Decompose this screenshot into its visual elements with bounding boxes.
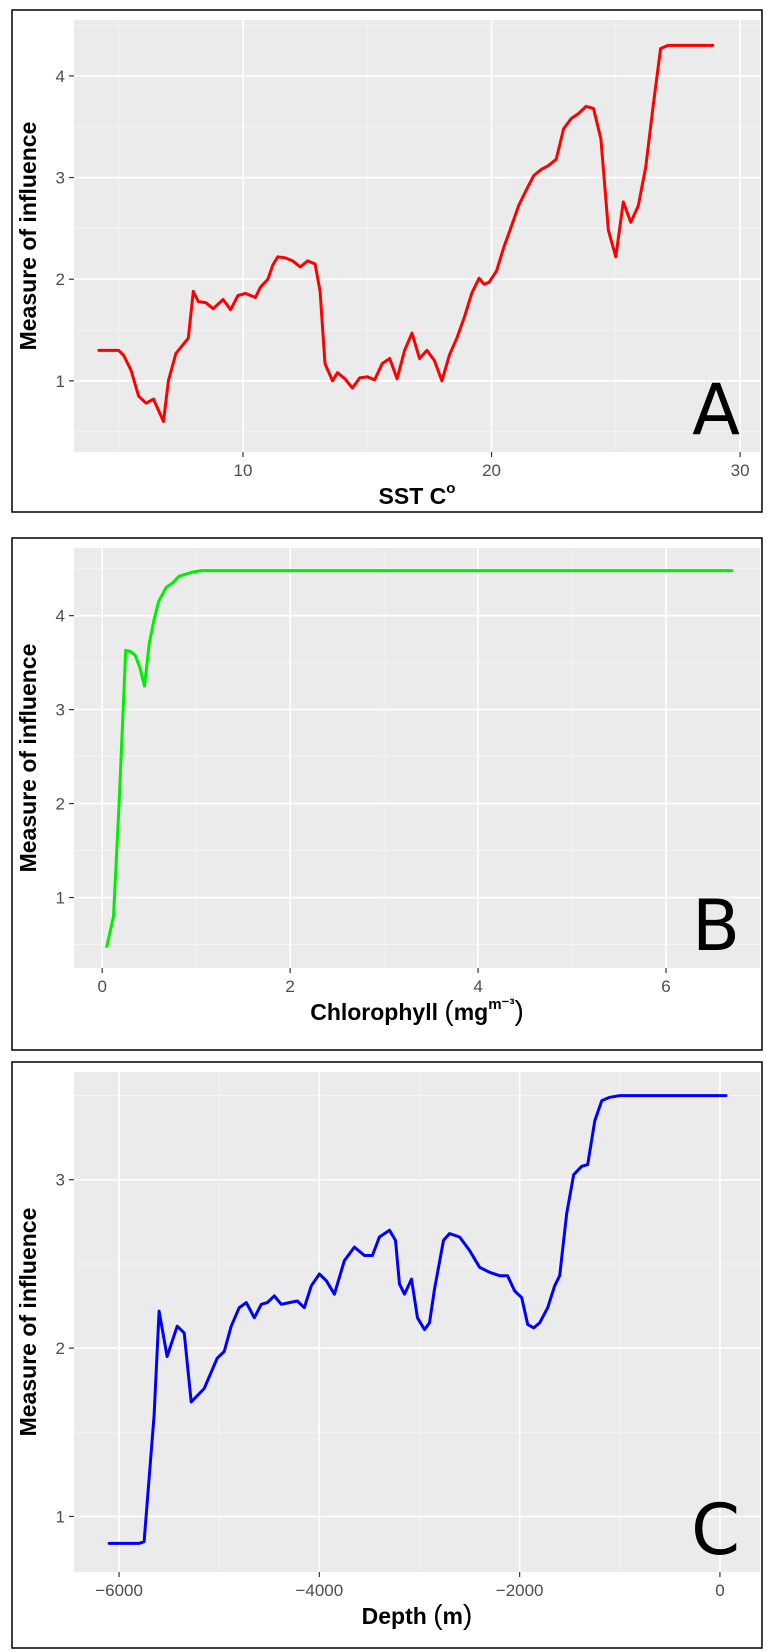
y-tick-label: 2	[56, 795, 65, 814]
x-tick-label: −6000	[95, 1581, 143, 1600]
x-axis-title-text: SST C	[379, 483, 447, 509]
y-tick-label: 2	[56, 1339, 65, 1358]
data-line	[97, 43, 715, 423]
x-tick-label: 0	[715, 1581, 724, 1600]
panel-letter: A	[692, 369, 740, 451]
x-axis-title: Depth (m)	[362, 1599, 473, 1630]
y-tick-label: 4	[56, 607, 65, 626]
y-tick-label: 3	[56, 701, 65, 720]
paren-close: )	[514, 995, 523, 1026]
x-axis-title-text: Chlorophyll	[310, 999, 444, 1025]
y-tick-label: 3	[56, 169, 65, 188]
x-tick-label: 0	[97, 977, 106, 996]
x-tick-label: 20	[482, 461, 501, 480]
x-tick-label: 4	[473, 977, 482, 996]
x-axis-title-unit: m	[443, 1603, 463, 1629]
chart-panel-a: 1 2 3 4 10 20 30 Measure of influence SST Co A	[11, 9, 763, 513]
y-tick-label: 1	[56, 1507, 65, 1526]
data-line	[105, 569, 734, 948]
y-axis-title: Measure of influence	[15, 122, 41, 351]
y-axis-title: Measure of influence	[15, 1208, 41, 1437]
plot-background	[74, 548, 760, 968]
x-tick-label: 30	[731, 461, 750, 480]
y-tick-label: 1	[56, 889, 65, 908]
x-axis-title-sup: m⁻³	[488, 996, 514, 1013]
chart-panel-c: 1 2 3 −6000 −4000 −2000 0 Measure of influence D…	[11, 1061, 763, 1649]
panel-letter: B	[692, 885, 740, 967]
x-tick-label: −2000	[496, 1581, 544, 1600]
y-tick-label: 1	[56, 372, 65, 391]
x-axis-title-unit: mg	[454, 999, 489, 1025]
paren-open: (	[444, 995, 454, 1026]
chart-panel-b: 1 2 3 4 0 2 4 6 Measure of influence Chlorophyll …	[11, 537, 763, 1051]
panel-letter: C	[691, 1489, 740, 1571]
x-tick-label: 6	[661, 977, 670, 996]
y-tick-label: 2	[56, 270, 65, 289]
x-tick-label: 10	[234, 461, 253, 480]
paren-open: (	[433, 1599, 443, 1630]
y-axis-title: Measure of influence	[15, 644, 41, 873]
y-tick-label: 3	[56, 1171, 65, 1190]
x-axis-title: SST Co	[379, 480, 456, 509]
plot-background	[74, 1072, 760, 1572]
plot-background	[74, 20, 760, 452]
data-line	[107, 1094, 728, 1545]
x-tick-label: −4000	[295, 1581, 343, 1600]
y-tick-label: 4	[56, 67, 65, 86]
x-tick-label: 2	[285, 977, 294, 996]
x-axis-title-sup: o	[446, 480, 455, 497]
x-axis-title: Chlorophyll (mgm⁻³)	[310, 995, 524, 1026]
x-axis-title-text: Depth	[362, 1603, 434, 1629]
paren-close: )	[463, 1599, 472, 1630]
